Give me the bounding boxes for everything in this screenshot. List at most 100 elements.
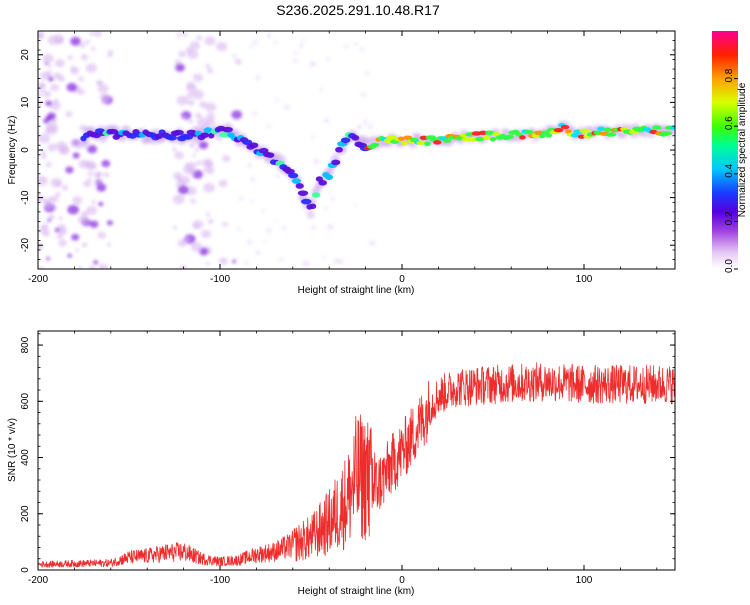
heatmap-noise-blob (79, 42, 86, 48)
heatmap-noise-blob (45, 122, 58, 132)
heatmap-ridge-blob (203, 127, 213, 133)
heatmap-noise-blob (281, 226, 287, 230)
heatmap-noise-blob (106, 242, 112, 247)
snr-panel: -200 -100 0 100 0 200 400 600 800 Height of str… (7, 330, 676, 597)
heatmap-noise-blob (180, 111, 192, 120)
heatmap-ridge-blob (560, 124, 570, 130)
heatmap-noise-blob (183, 236, 190, 243)
heatmap-noise-blob (274, 99, 280, 102)
heatmap-noise-blob (54, 192, 61, 197)
heatmap-noise-blob (54, 227, 61, 233)
heatmap-noise-blob (360, 92, 367, 97)
heatmap-noise-blob (42, 90, 52, 98)
heatmap-noise-blob (187, 99, 195, 106)
heatmap-noise-blob (206, 118, 216, 126)
heatmap-ridge-blob (400, 140, 409, 146)
heatmap-ridge-blob (288, 172, 299, 179)
heatmap-noise-blob (313, 158, 320, 165)
heatmap-ridge-blob (482, 135, 490, 140)
snr-x-tick-label: -200 (28, 575, 48, 586)
heatmap-noise-blob (39, 226, 49, 235)
heatmap-noise-blob (266, 124, 272, 128)
heatmap-noise-blob (195, 112, 202, 119)
heatmap-noise-blob (204, 102, 217, 112)
heatmap-noise-blob (259, 209, 266, 212)
heatmap-noise-blob (38, 133, 51, 144)
heatmap-noise-blob (77, 215, 89, 225)
heatmap-noise-blob (87, 171, 94, 177)
heatmap-x-tick-label: 100 (576, 274, 593, 285)
heatmap-ridge-layer (80, 122, 675, 210)
heatmap-ridge-blob (579, 128, 591, 133)
heatmap-noise-blob (186, 81, 196, 90)
heatmap-y-axis-label: Frequency (Hz) (7, 116, 18, 185)
heatmap-ridge-blob (309, 203, 317, 210)
heatmap-noise-blob (52, 206, 58, 211)
colorbar-tick-label: 0.6 (724, 116, 735, 130)
heatmap-noise-blob (342, 45, 350, 49)
heatmap-ridge-blob (183, 134, 194, 140)
heatmap-noise-blob (188, 141, 196, 148)
heatmap-ridge-blob (459, 132, 468, 138)
heatmap-noise-blob (284, 104, 290, 110)
heatmap-noise-blob (192, 223, 200, 229)
heatmap-noise-blob (53, 72, 62, 80)
heatmap-noise-blob (65, 111, 73, 118)
heatmap-noise-blob (196, 35, 203, 41)
heatmap-noise-blob (98, 201, 104, 207)
heatmap-noise-blob (319, 87, 324, 93)
heatmap-noise-blob (86, 161, 97, 171)
heatmap-noise-blob (177, 185, 189, 195)
heatmap-noise-blob (196, 160, 202, 166)
heatmap-noise-blob (192, 89, 205, 100)
heatmap-noise-blob (106, 220, 114, 226)
snr-y-tick-label: 800 (20, 336, 31, 353)
heatmap-noise-blob (324, 206, 328, 211)
heatmap-x-ticks: -200 -100 0 100 (28, 31, 658, 285)
heatmap-noise-blob (67, 253, 73, 258)
heatmap-ridge-blob (297, 190, 309, 196)
heatmap-noise-blob (276, 173, 280, 179)
heatmap-ridge-blob (166, 135, 177, 141)
heatmap-noise-blob (204, 166, 215, 175)
heatmap-ridge-blob (291, 178, 301, 184)
heatmap-noise-blob (94, 31, 102, 37)
heatmap-noise-blob (89, 31, 95, 36)
heatmap-noise-blob (95, 171, 103, 178)
heatmap-noise-blob (58, 228, 67, 236)
heatmap-ridge-blob (661, 131, 672, 136)
heatmap-noise-blob (70, 138, 81, 148)
heatmap-ridge-blob (219, 131, 230, 138)
heatmap-noise-blob (38, 92, 43, 98)
heatmap-noise-blob (89, 220, 99, 228)
heatmap-noise-blob (91, 46, 96, 51)
heatmap-noise-blob (84, 39, 90, 45)
heatmap-noise-blob (93, 260, 99, 265)
heatmap-noise-blob (43, 200, 54, 209)
heatmap-noise-blob (172, 225, 177, 230)
heatmap-noise-blob (40, 154, 47, 160)
heatmap-ridge-blob (539, 133, 546, 139)
heatmap-noise-blob (187, 168, 196, 175)
heatmap-noise-blob (299, 43, 304, 49)
heatmap-noise-blob (72, 152, 80, 159)
heatmap-noise-blob (278, 257, 285, 261)
heatmap-noise-blob (67, 204, 79, 215)
heatmap-ridge-blob (492, 131, 501, 137)
heatmap-ridge-blob (652, 125, 662, 130)
heatmap-noise-blob (38, 33, 44, 40)
colorbar-tick-label: 0.2 (724, 211, 735, 225)
heatmap-noise-blob (54, 59, 65, 68)
heatmap-noise-blob (48, 214, 55, 220)
heatmap-y-ticks: -20 -10 0 10 20 (20, 30, 675, 270)
heatmap-noise-blob (236, 228, 243, 231)
heatmap-noise-blob (182, 115, 187, 119)
heatmap-noise-blob (273, 219, 278, 222)
colorbar-tick-label: 0.8 (724, 68, 735, 82)
heatmap-ridge-blob (519, 135, 526, 140)
heatmap-noise-blob (176, 95, 189, 106)
heatmap-noise-blob (207, 68, 214, 74)
heatmap-noise-blob (222, 221, 228, 227)
